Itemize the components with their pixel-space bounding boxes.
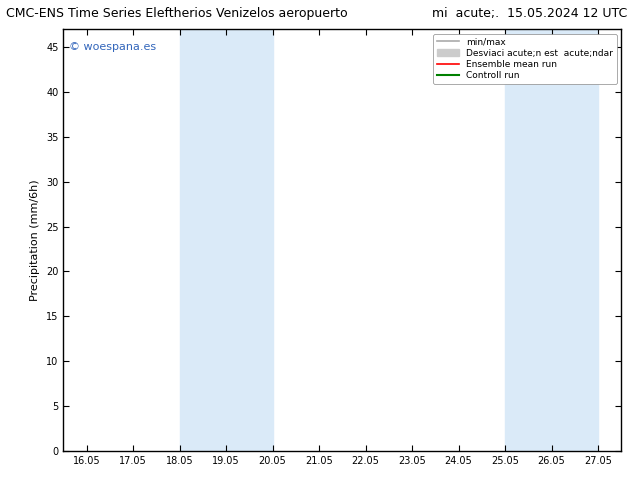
Bar [179, 29, 273, 451]
Bar [505, 29, 598, 451]
Legend: min/max, Desviaci acute;n est  acute;ndar, Ensemble mean run, Controll run: min/max, Desviaci acute;n est acute;ndar… [433, 34, 617, 84]
Text: © woespana.es: © woespana.es [69, 42, 156, 52]
Text: mi  acute;.  15.05.2024 12 UTC: mi acute;. 15.05.2024 12 UTC [432, 7, 628, 21]
Text: CMC-ENS Time Series Eleftherios Venizelos aeropuerto: CMC-ENS Time Series Eleftherios Venizelo… [6, 7, 348, 21]
Y-axis label: Precipitation (mm/6h): Precipitation (mm/6h) [30, 179, 41, 301]
